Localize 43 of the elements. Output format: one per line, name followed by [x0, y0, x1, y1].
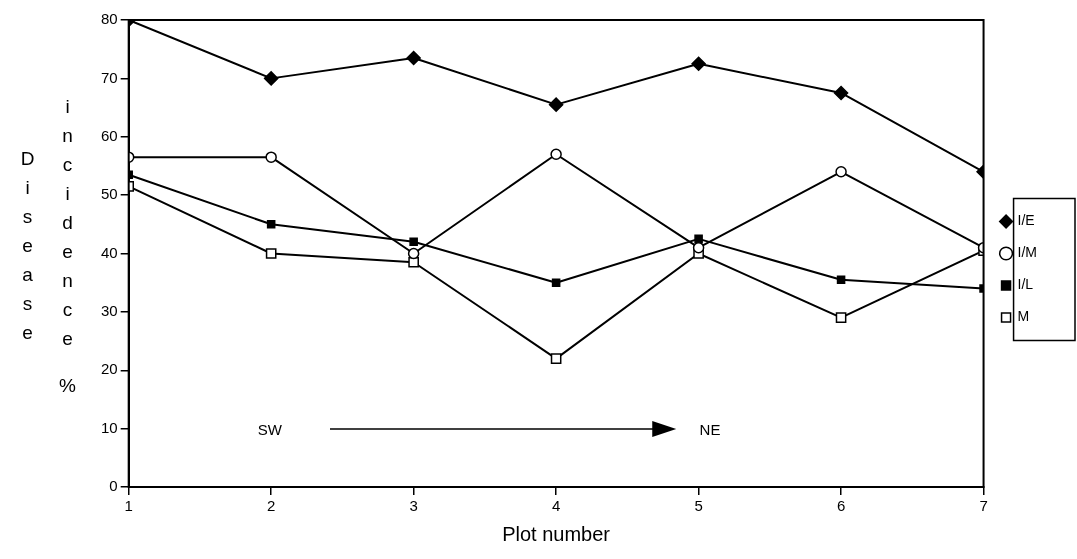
x-axis-title: Plot number [502, 523, 611, 546]
point [691, 56, 706, 72]
x-tick-label: 3 [409, 497, 418, 515]
point [694, 234, 703, 244]
x-tick-label: 4 [551, 497, 561, 515]
point [408, 256, 419, 268]
point [406, 50, 421, 66]
y-tick-label: 10 [101, 418, 118, 436]
x-tick-label: 6 [836, 497, 846, 515]
point [407, 247, 420, 260]
x-tick-label: 7 [979, 497, 988, 515]
point [833, 85, 849, 101]
point [550, 148, 562, 161]
point [263, 71, 279, 86]
legend-label: I/E [1017, 212, 1035, 229]
legend-label: M [1017, 308, 1030, 325]
legend-label: I/L [1017, 276, 1034, 293]
y-tick-label: 30 [101, 302, 118, 320]
annotation: SW [257, 420, 282, 438]
point [692, 241, 705, 254]
x-tick-label: 2 [266, 497, 276, 515]
y-tick-label: 0 [109, 477, 118, 495]
x-tick-label: 5 [694, 497, 703, 515]
y-tick-label: 70 [101, 68, 118, 86]
y-tick-label: 50 [101, 185, 118, 203]
y-tick-label: 60 [101, 126, 118, 144]
point [409, 237, 418, 247]
point [266, 220, 276, 229]
point [836, 275, 846, 285]
x-tick-label: 1 [124, 497, 133, 515]
y-tick-label: 40 [101, 243, 118, 261]
annotation: NE [699, 420, 721, 438]
point [550, 353, 562, 364]
y-tick-label: 80 [101, 10, 118, 28]
point [548, 97, 564, 112]
point [265, 151, 277, 163]
point [835, 166, 847, 178]
point [551, 278, 561, 287]
y-axis-title: Disease incidence % [16, 96, 78, 404]
legend-label: I/M [1017, 244, 1038, 261]
y-tick-label: 20 [101, 360, 118, 378]
point [835, 312, 847, 324]
point [265, 248, 277, 259]
